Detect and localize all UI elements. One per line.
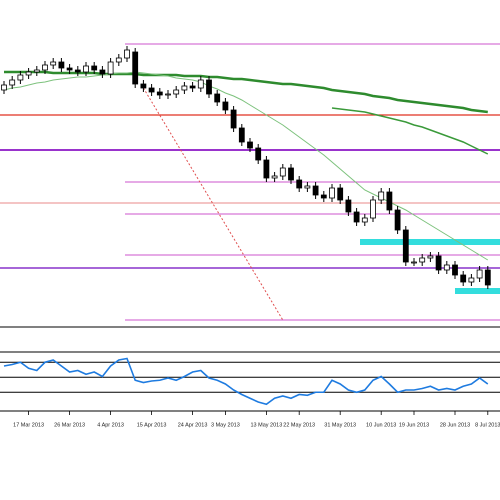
candle-body: [17, 74, 24, 81]
candle-body: [329, 187, 335, 199]
candle-body: [148, 87, 155, 93]
candle-body: [115, 57, 122, 63]
candle-body: [279, 167, 286, 177]
candle-body: [50, 61, 57, 66]
candle-body: [165, 93, 171, 96]
x-tick-label: 31 May 2013: [324, 422, 356, 428]
moving-average: [331, 107, 489, 155]
candle-body: [386, 191, 393, 211]
candle-body: [222, 101, 229, 111]
candle-body: [91, 65, 98, 71]
candle-body: [99, 69, 106, 75]
candle-body: [304, 185, 311, 189]
candle-body: [435, 255, 442, 271]
x-tick-label: 22 May 2013: [283, 422, 315, 428]
candle-body: [320, 194, 327, 199]
candle-body: [255, 147, 262, 161]
candle-body: [353, 211, 360, 223]
candle-body: [58, 61, 65, 69]
candle-body: [156, 91, 163, 96]
candle-body: [427, 255, 434, 259]
candle-body: [25, 71, 32, 76]
trend-line: [142, 87, 284, 321]
candle-body: [345, 199, 352, 213]
x-tick-label: 4 Apr 2013: [97, 422, 124, 428]
candle-body: [361, 217, 368, 223]
candle-body: [238, 127, 245, 143]
x-tick-label: 13 May 2013: [250, 422, 282, 428]
x-tick-label: 17 Mar 2013: [13, 422, 44, 428]
candle-body: [337, 187, 344, 201]
candle-body: [419, 257, 426, 263]
candle-body: [206, 79, 212, 95]
candle-body: [197, 79, 204, 89]
candle-body: [140, 83, 147, 89]
candle-body: [124, 49, 130, 59]
candle-body: [312, 185, 319, 196]
candle-body: [370, 199, 376, 219]
candle-body: [443, 264, 450, 271]
x-tick-label: 8 Jul 2013: [475, 422, 500, 428]
x-tick-label: 26 Mar 2013: [54, 422, 85, 428]
candle-body: [378, 191, 385, 201]
oscillator-line: [3, 357, 489, 406]
candle-body: [132, 51, 139, 85]
candle-body: [83, 65, 89, 73]
x-tick-label: 10 Jun 2013: [366, 422, 396, 428]
candle-body: [288, 167, 294, 181]
x-tick-label: 3 May 2013: [211, 422, 240, 428]
candle-body: [394, 209, 401, 231]
candle-body: [296, 179, 303, 189]
candle-body: [66, 67, 73, 71]
candle-body: [271, 175, 278, 179]
candle-body: [74, 69, 81, 73]
x-tick-label: 28 Jun 2013: [440, 422, 470, 428]
candle-body: [33, 69, 40, 73]
candle-body: [181, 85, 188, 91]
candle-body: [460, 274, 467, 283]
x-tick-label: 19 Jun 2013: [399, 422, 429, 428]
candle-body: [107, 61, 114, 75]
moving-average: [3, 71, 489, 261]
candle-body: [247, 141, 253, 149]
candle-body: [173, 89, 180, 95]
moving-average: [4, 70, 488, 114]
candle-body: [42, 64, 48, 71]
x-tick-label: 15 Apr 2013: [137, 422, 167, 428]
candle-body: [452, 264, 458, 276]
candle-body: [484, 269, 491, 286]
candle-body: [9, 79, 16, 86]
x-tick-label: 24 Apr 2013: [178, 422, 208, 428]
candle-body: [468, 277, 475, 283]
candle-body: [476, 269, 483, 279]
candle-body: [402, 229, 409, 263]
candle-body: [1, 84, 7, 91]
candle-body: [263, 159, 270, 179]
candle-body: [214, 93, 221, 103]
candle-body: [411, 261, 417, 264]
candle-body: [189, 85, 196, 89]
candle-body: [230, 109, 237, 129]
